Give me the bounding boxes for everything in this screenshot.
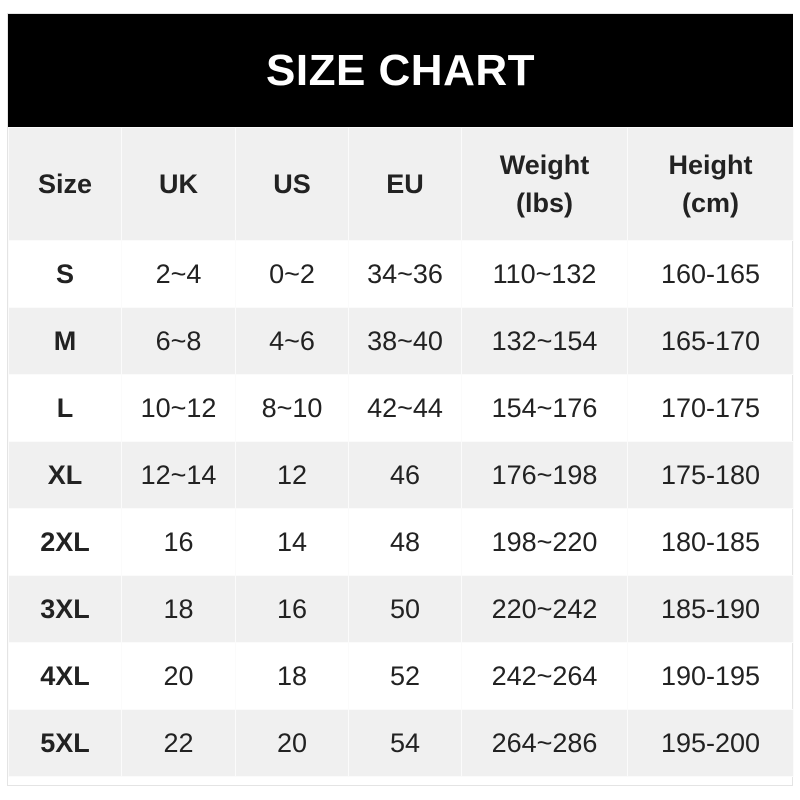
cell-eu: 50 xyxy=(348,575,462,643)
cell-us: 14 xyxy=(235,508,349,576)
table-row: 2XL 16 14 48 198~220 180-185 xyxy=(8,508,794,576)
cell-weight: 198~220 xyxy=(461,508,628,576)
column-header-us: US xyxy=(235,127,349,241)
cell-us: 4~6 xyxy=(235,307,349,375)
cell-weight: 264~286 xyxy=(461,709,628,777)
cell-uk: 18 xyxy=(121,575,236,643)
cell-height: 180-185 xyxy=(627,508,794,576)
table-row: 3XL 18 16 50 220~242 185-190 xyxy=(8,575,794,643)
cell-us: 12 xyxy=(235,441,349,509)
cell-size: 2XL xyxy=(8,508,122,576)
column-header-uk: UK xyxy=(121,127,236,241)
cell-size: S xyxy=(8,240,122,308)
cell-weight: 220~242 xyxy=(461,575,628,643)
table-row: XL 12~14 12 46 176~198 175-180 xyxy=(8,441,794,509)
cell-uk: 10~12 xyxy=(121,374,236,442)
cell-us: 8~10 xyxy=(235,374,349,442)
cell-height: 185-190 xyxy=(627,575,794,643)
cell-eu: 52 xyxy=(348,642,462,710)
table-row: S 2~4 0~2 34~36 110~132 160-165 xyxy=(8,240,794,308)
cell-us: 0~2 xyxy=(235,240,349,308)
cell-height: 165-170 xyxy=(627,307,794,375)
cell-uk: 2~4 xyxy=(121,240,236,308)
cell-uk: 12~14 xyxy=(121,441,236,509)
cell-uk: 6~8 xyxy=(121,307,236,375)
cell-eu: 42~44 xyxy=(348,374,462,442)
header-row: Size UK US EU Weight (lbs) Height (cm) xyxy=(8,127,794,241)
column-header-weight: Weight (lbs) xyxy=(461,127,628,241)
cell-eu: 34~36 xyxy=(348,240,462,308)
cell-height: 190-195 xyxy=(627,642,794,710)
cell-eu: 38~40 xyxy=(348,307,462,375)
cell-eu: 46 xyxy=(348,441,462,509)
cell-size: L xyxy=(8,374,122,442)
cell-size: 3XL xyxy=(8,575,122,643)
cell-eu: 48 xyxy=(348,508,462,576)
cell-height: 175-180 xyxy=(627,441,794,509)
cell-weight: 154~176 xyxy=(461,374,628,442)
table-row: 4XL 20 18 52 242~264 190-195 xyxy=(8,642,794,710)
cell-weight: 110~132 xyxy=(461,240,628,308)
cell-weight: 132~154 xyxy=(461,307,628,375)
page-title: SIZE CHART xyxy=(8,14,793,127)
column-header-eu: EU xyxy=(348,127,462,241)
cell-eu: 54 xyxy=(348,709,462,777)
cell-height: 160-165 xyxy=(627,240,794,308)
cell-us: 18 xyxy=(235,642,349,710)
cell-size: 4XL xyxy=(8,642,122,710)
cell-us: 20 xyxy=(235,709,349,777)
cell-uk: 22 xyxy=(121,709,236,777)
cell-uk: 16 xyxy=(121,508,236,576)
cell-us: 16 xyxy=(235,575,349,643)
cell-size: M xyxy=(8,307,122,375)
cell-weight: 242~264 xyxy=(461,642,628,710)
cell-weight: 176~198 xyxy=(461,441,628,509)
table-row: M 6~8 4~6 38~40 132~154 165-170 xyxy=(8,307,794,375)
cell-height: 195-200 xyxy=(627,709,794,777)
size-table: Size UK US EU Weight (lbs) Height (cm) S 2~4 0~2 3… xyxy=(8,127,794,777)
column-header-size: Size xyxy=(8,127,122,241)
cell-height: 170-175 xyxy=(627,374,794,442)
table-row: 5XL 22 20 54 264~286 195-200 xyxy=(8,709,794,777)
cell-size: 5XL xyxy=(8,709,122,777)
cell-size: XL xyxy=(8,441,122,509)
column-header-height: Height (cm) xyxy=(627,127,794,241)
table-row: L 10~12 8~10 42~44 154~176 170-175 xyxy=(8,374,794,442)
cell-uk: 20 xyxy=(121,642,236,710)
